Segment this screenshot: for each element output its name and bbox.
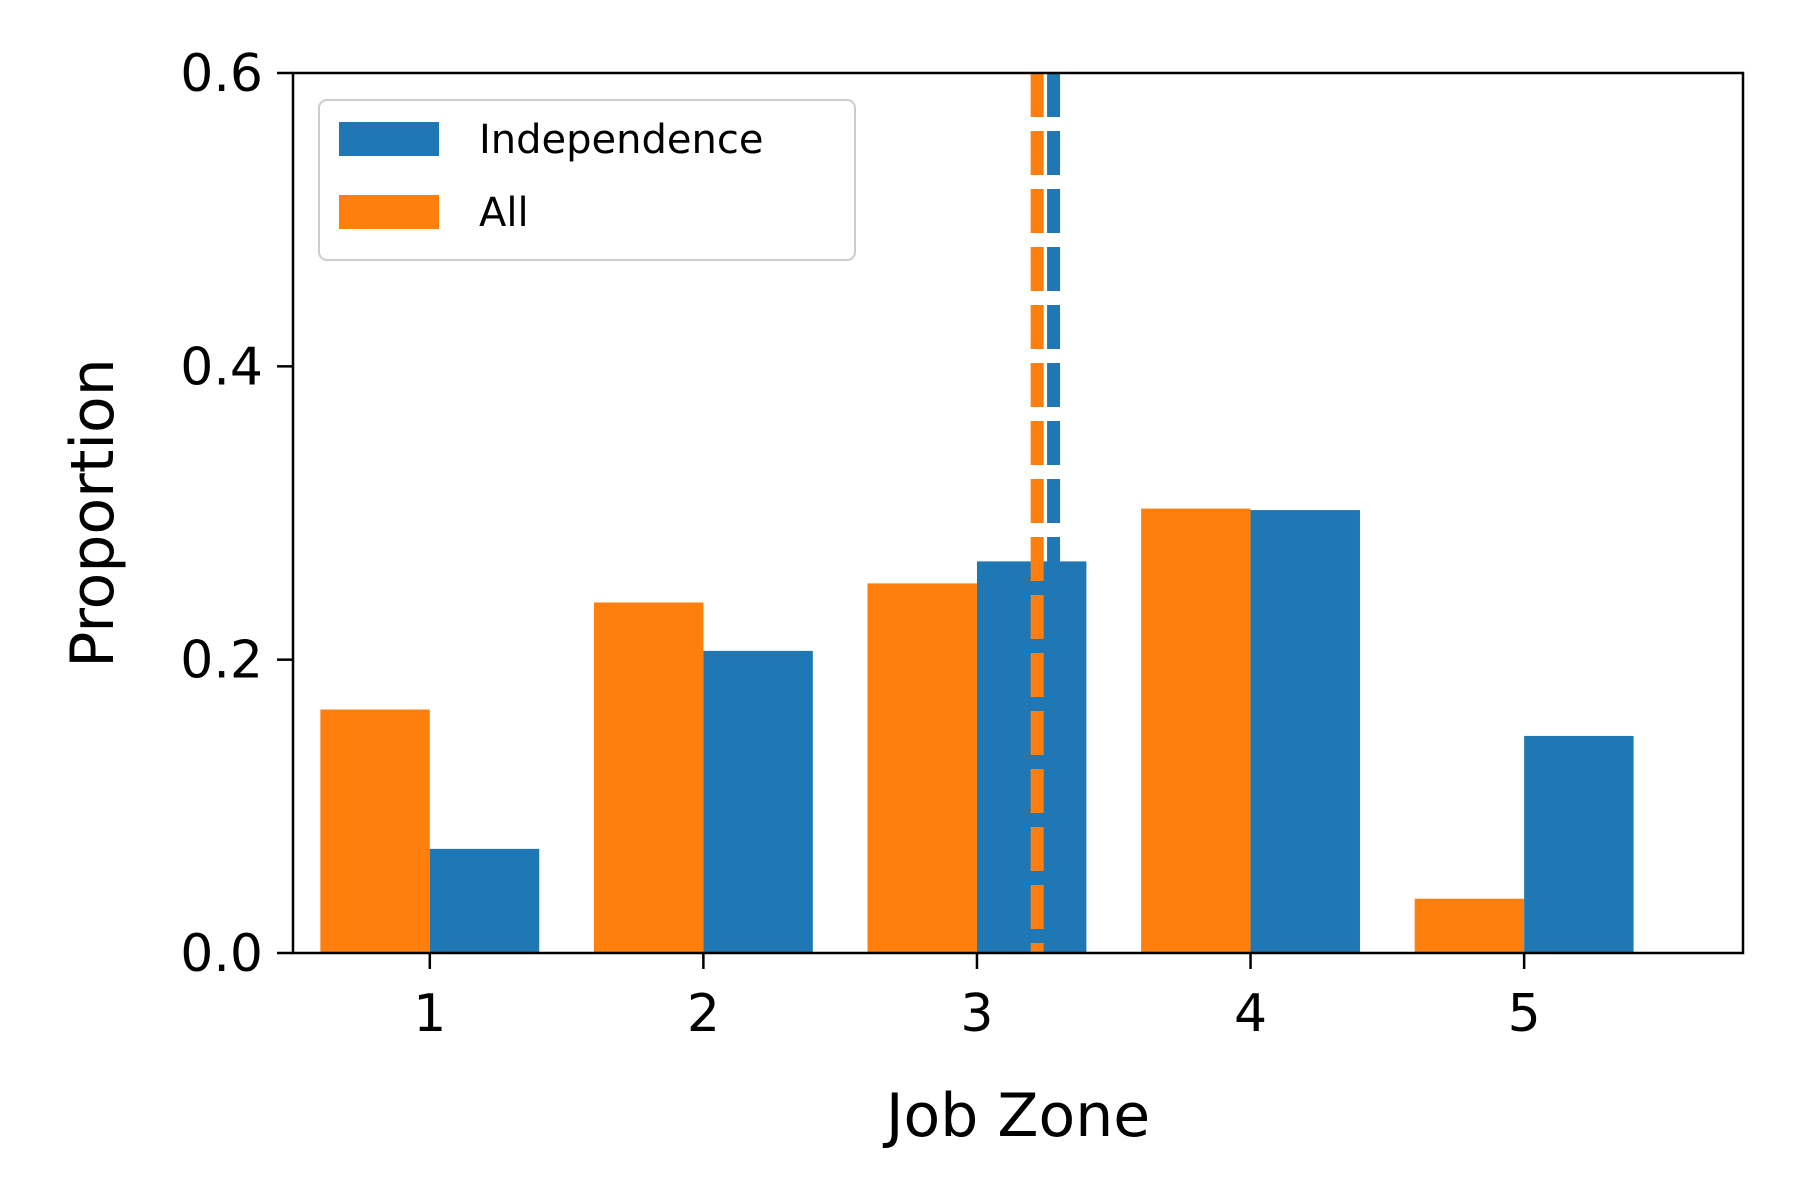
- bar-all-4: [1141, 508, 1251, 953]
- x-tick-label: 5: [1508, 984, 1541, 1044]
- bar-independence-2: [703, 650, 813, 953]
- y-axis: 0.0 0.2 0.4 0.6: [180, 44, 293, 984]
- x-tick-label: 1: [413, 984, 446, 1044]
- x-tick-label: 4: [1234, 984, 1267, 1044]
- bar-independence-5: [1524, 735, 1634, 953]
- legend-swatch-all: [339, 195, 439, 229]
- bar-all-1: [320, 709, 430, 953]
- bar-all-2: [593, 602, 704, 953]
- legend-swatch-independence: [339, 122, 439, 156]
- y-tick-label: 0.4: [180, 337, 263, 397]
- y-tick-label: 0.6: [180, 44, 263, 104]
- bar-independence-1: [429, 848, 540, 953]
- y-tick-label: 0.2: [180, 631, 263, 691]
- legend: Independence All: [318, 99, 856, 261]
- legend-box: [318, 99, 856, 261]
- bar-independence-4: [1250, 510, 1360, 953]
- x-tick-label: 3: [960, 984, 993, 1044]
- x-axis: 1 2 3 4 5: [413, 953, 1541, 1044]
- reference-lines: [1030, 73, 1061, 953]
- y-tick-label: 0.0: [180, 924, 263, 984]
- legend-label-all: All: [479, 190, 529, 236]
- x-tick-label: 2: [687, 984, 720, 1044]
- plot-area: [320, 508, 1634, 953]
- bar-all-5: [1414, 898, 1525, 953]
- plot-frame: [291, 71, 1745, 955]
- x-axis-title: Job Zone: [882, 1081, 1150, 1151]
- y-axis-title: Proportion: [58, 358, 128, 668]
- legend-label-independence: Independence: [479, 117, 763, 163]
- bar-all-3: [867, 583, 977, 953]
